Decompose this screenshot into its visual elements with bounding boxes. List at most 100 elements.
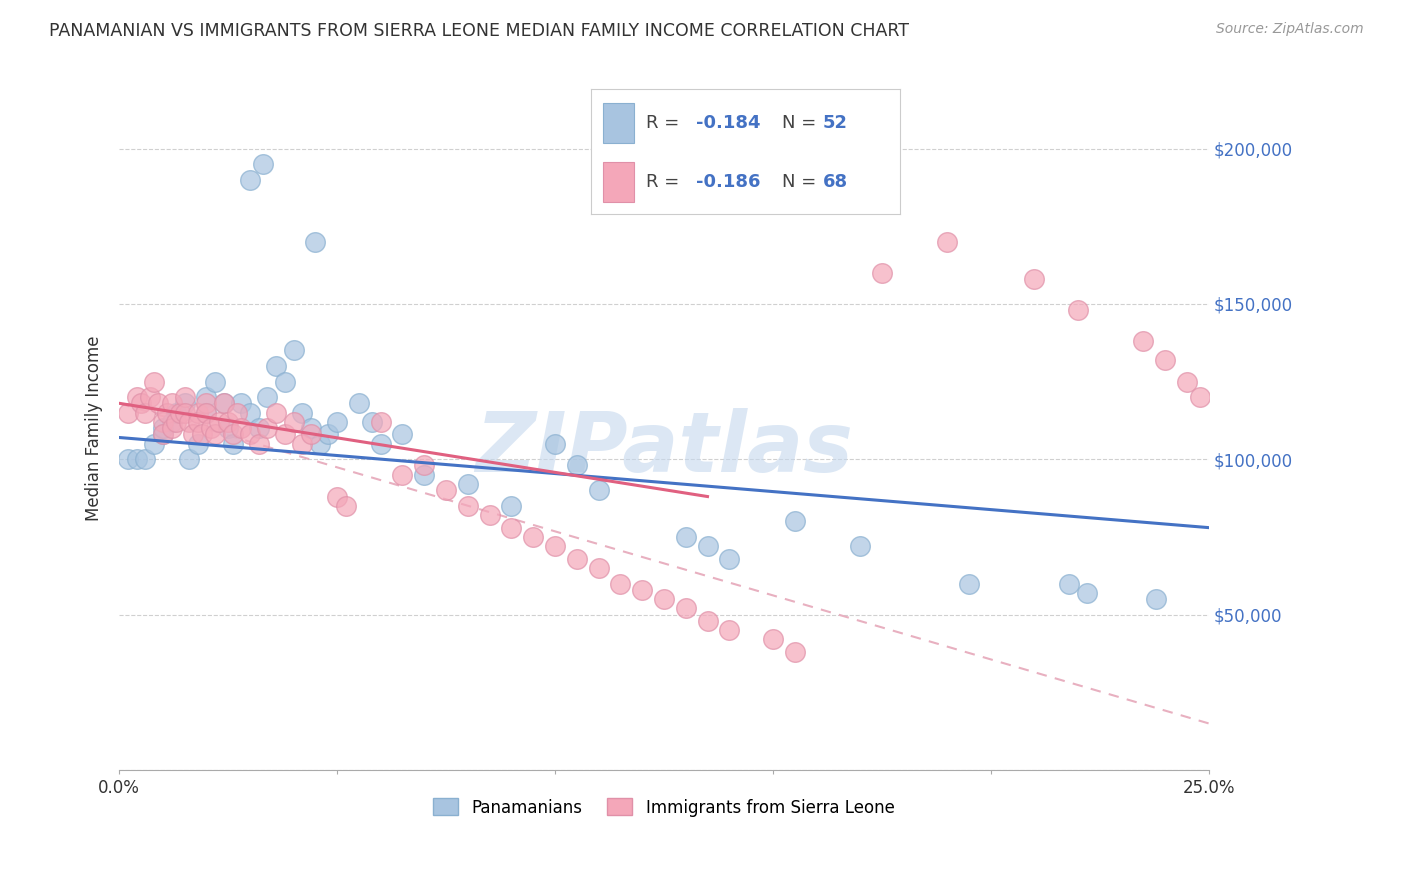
Point (631, 582, 654, 597)
Point (195, 406, 218, 420)
Point (195, 396, 218, 410)
Point (1188, 390, 1211, 404)
Point (134, 452, 156, 467)
Point (129, 396, 152, 410)
Point (200, 421, 222, 435)
Point (231, 421, 253, 435)
Point (156, 406, 179, 420)
Text: N =: N = (782, 173, 823, 191)
Point (434, 483, 457, 498)
Point (143, 375, 166, 389)
Point (139, 390, 162, 404)
Text: -0.186: -0.186 (696, 173, 761, 191)
Point (231, 396, 253, 410)
Point (208, 415, 231, 429)
Point (143, 436, 166, 450)
Point (152, 421, 174, 435)
Point (609, 576, 631, 591)
Text: R =: R = (647, 173, 685, 191)
Point (204, 427, 226, 442)
Point (212, 396, 235, 410)
Point (217, 421, 239, 435)
Point (501, 499, 523, 513)
Point (326, 490, 349, 504)
Point (675, 601, 697, 615)
Text: Source: ZipAtlas.com: Source: ZipAtlas.com (1216, 22, 1364, 37)
Text: N =: N = (782, 114, 823, 132)
Point (870, 266, 893, 280)
Point (457, 499, 479, 513)
Point (370, 436, 392, 450)
Point (318, 427, 340, 442)
Point (1057, 576, 1080, 591)
Point (195, 406, 218, 420)
Point (347, 396, 370, 410)
Point (762, 632, 785, 647)
Point (308, 436, 330, 450)
Point (413, 458, 436, 473)
Point (187, 415, 209, 429)
Point (204, 375, 226, 389)
Point (239, 427, 262, 442)
Point (457, 477, 479, 491)
Point (299, 427, 322, 442)
Point (177, 415, 200, 429)
Point (221, 427, 243, 442)
Point (370, 415, 392, 429)
Point (264, 406, 287, 420)
Point (1132, 334, 1154, 348)
Point (117, 406, 139, 420)
Point (696, 614, 718, 628)
Point (274, 375, 297, 389)
Point (173, 406, 195, 420)
Legend: Panamanians, Immigrants from Sierra Leone: Panamanians, Immigrants from Sierra Leon… (426, 792, 901, 823)
Point (291, 406, 314, 420)
Point (957, 576, 980, 591)
Point (183, 427, 205, 442)
Point (152, 427, 174, 442)
Point (326, 415, 349, 429)
Point (304, 235, 326, 249)
Point (173, 396, 195, 410)
Point (221, 436, 243, 450)
Point (675, 530, 697, 544)
Point (125, 390, 148, 404)
Point (252, 157, 274, 171)
Point (696, 539, 718, 553)
Point (274, 427, 297, 442)
Point (160, 396, 183, 410)
Point (588, 483, 610, 498)
Point (152, 415, 174, 429)
Point (522, 530, 544, 544)
Point (226, 406, 249, 420)
Point (936, 235, 959, 249)
Point (783, 515, 806, 529)
Point (1144, 592, 1167, 607)
Point (264, 359, 287, 373)
Point (256, 421, 278, 435)
Point (148, 396, 170, 410)
FancyBboxPatch shape (603, 103, 634, 143)
Point (565, 551, 588, 566)
Point (718, 551, 741, 566)
Point (117, 452, 139, 467)
Point (588, 561, 610, 575)
Text: R =: R = (647, 114, 685, 132)
Point (391, 427, 413, 442)
Point (1076, 586, 1098, 600)
Point (291, 436, 314, 450)
Y-axis label: Median Family Income: Median Family Income (86, 335, 103, 521)
Point (283, 415, 305, 429)
Point (165, 406, 187, 420)
Point (299, 421, 322, 435)
Point (125, 452, 148, 467)
Point (1067, 303, 1090, 318)
Text: 52: 52 (823, 114, 848, 132)
Point (335, 499, 357, 513)
Point (165, 415, 187, 429)
Point (544, 436, 567, 450)
Point (849, 539, 872, 553)
Point (247, 421, 270, 435)
Point (565, 458, 588, 473)
Point (160, 415, 183, 429)
